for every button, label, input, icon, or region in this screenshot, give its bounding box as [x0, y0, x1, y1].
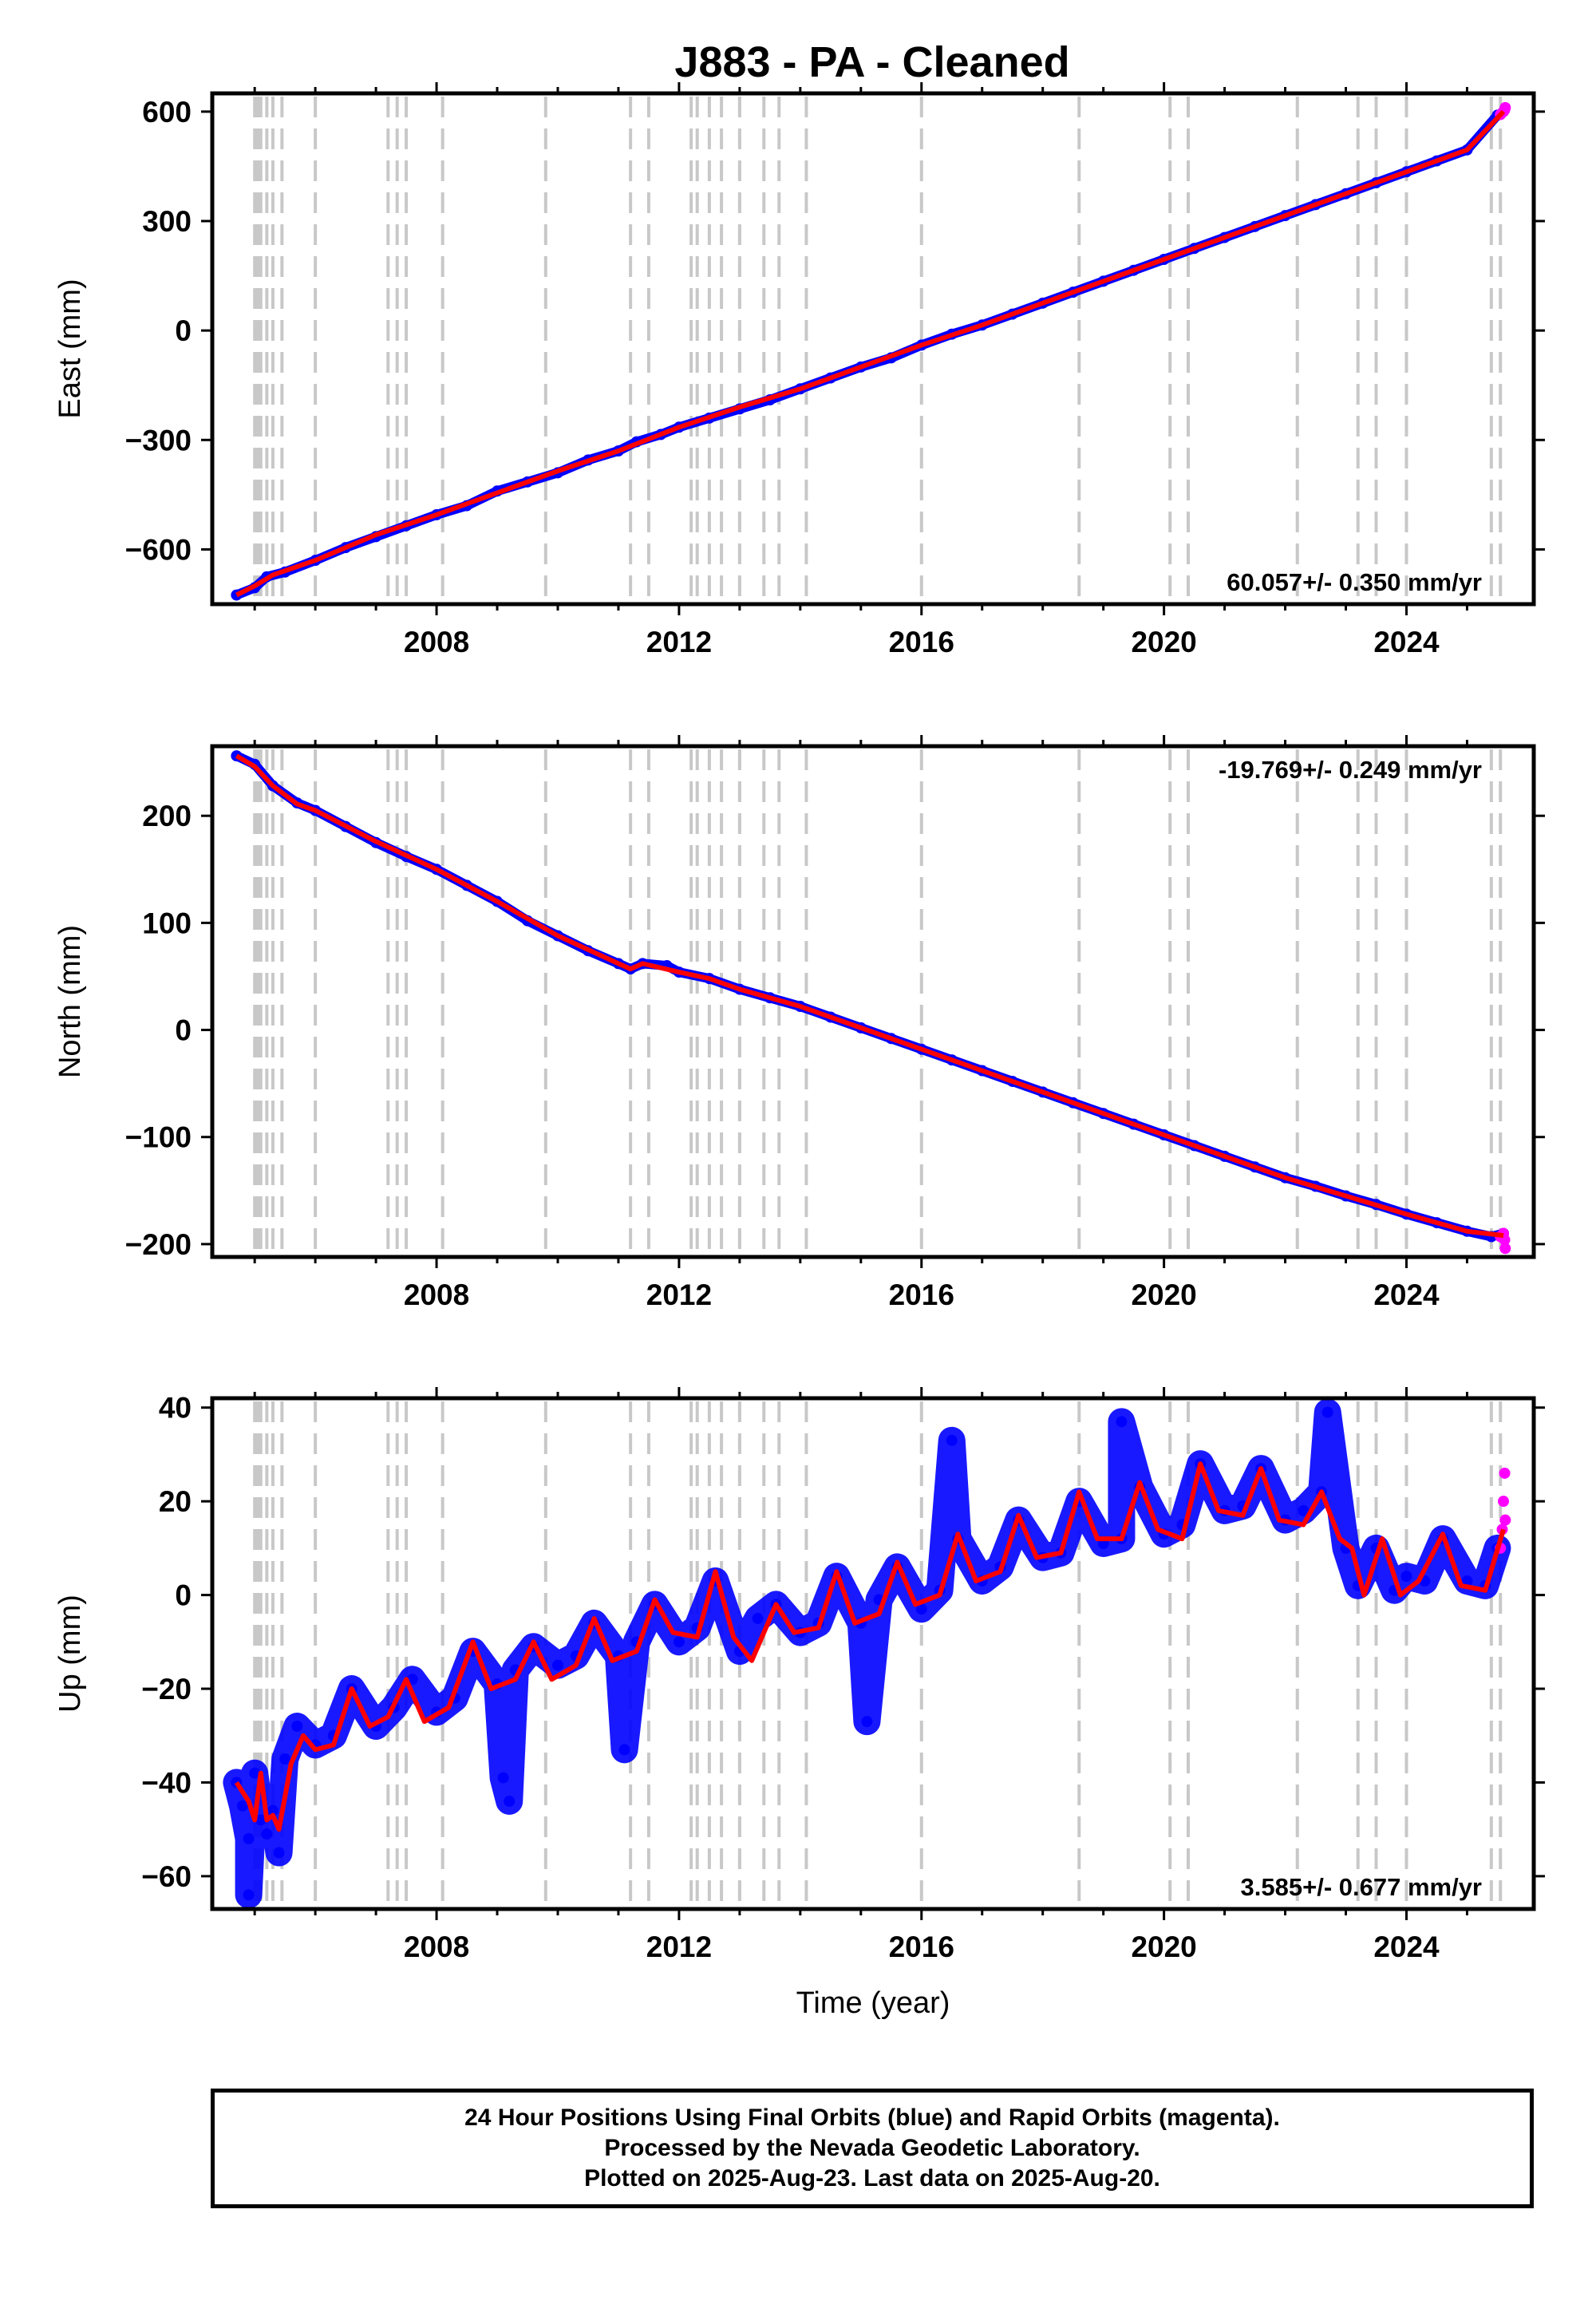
up-final-point-73	[946, 1434, 958, 1446]
up-final-point-78	[618, 1744, 630, 1756]
up-ytick-label-1: 20	[159, 1485, 192, 1518]
north-ytick-label-0: 200	[142, 800, 192, 832]
north-ytick-label-4: −200	[125, 1228, 192, 1261]
north-xtick-label-3: 2020	[1131, 1279, 1196, 1311]
east-xtick-label-1: 2012	[646, 626, 712, 658]
east-xtick-label-2: 2016	[889, 626, 954, 658]
east-final-orbit-trace	[231, 106, 1509, 600]
east-panel: 600 300 0 −300 −600 2008 2012 2016 2020 2024 East …	[53, 82, 1545, 658]
up-final-orbit-band	[223, 1398, 1511, 1909]
east-ytick-label-2: 0	[175, 314, 192, 347]
up-rapid-point-3	[1499, 1467, 1511, 1479]
up-final-point-9	[291, 1721, 303, 1733]
up-final-point-75	[1321, 1406, 1333, 1418]
north-xtick-label-4: 2024	[1373, 1279, 1440, 1311]
figure-title: J883 - PA - Cleaned	[674, 38, 1069, 86]
north-xtick-label-1: 2012	[646, 1279, 712, 1311]
footer-line-dates: Plotted on 2025-Aug-23. Last data on 202…	[584, 2165, 1160, 2192]
east-ytick-label-1: 300	[142, 205, 192, 238]
east-rapid-point-3	[1499, 101, 1511, 113]
north-panel: 200 100 0 −100 −200 2008 2012 2016 2020 2024 North…	[53, 735, 1545, 1311]
up-xtick-label-3: 2020	[1131, 1931, 1196, 1963]
footer-line-processed: Processed by the Nevada Geodetic Laborat…	[604, 2135, 1140, 2161]
north-ytick-label-1: 100	[142, 907, 192, 939]
up-final-point-28	[673, 1636, 685, 1648]
up-final-point-2	[243, 1832, 255, 1844]
up-final-point-7	[273, 1847, 285, 1859]
north-rate-label: -19.769+/- 0.249 mm/yr	[1219, 756, 1482, 784]
north-ylabel: North (mm)	[53, 925, 87, 1078]
up-final-point-72	[497, 1772, 509, 1784]
east-xtick-label-4: 2024	[1373, 626, 1440, 658]
up-xtick-label-1: 2012	[646, 1931, 712, 1963]
up-final-orbit-trace	[223, 1398, 1511, 1909]
east-final-orbit-band	[231, 106, 1509, 600]
up-ylabel: Up (mm)	[53, 1595, 87, 1713]
up-final-point-1	[236, 1800, 248, 1812]
up-rapid-point-2	[1498, 1496, 1510, 1508]
east-plot-frame	[210, 91, 1536, 607]
up-xtick-label-2: 2016	[889, 1931, 954, 1963]
east-final-orbit-series	[231, 105, 1510, 601]
up-final-point-77	[861, 1716, 873, 1728]
north-final-orbit-trace	[231, 751, 1509, 1242]
up-final-point-5	[261, 1828, 273, 1840]
up-ytick-label-3: −20	[141, 1673, 192, 1705]
processing-info-box: 24 Hour Positions Using Final Orbits (bl…	[211, 2089, 1534, 2208]
up-plot-frame	[210, 1396, 1536, 1911]
up-rate-label: 3.585+/- 0.677 mm/yr	[1241, 1873, 1482, 1901]
north-rapid-point-3	[1499, 1243, 1511, 1255]
north-xtick-label-2: 2016	[889, 1279, 954, 1311]
east-ytick-label-4: −600	[125, 533, 192, 566]
east-xtick-label-0: 2008	[404, 626, 469, 658]
north-ytick-label-2: 0	[175, 1014, 192, 1047]
up-final-point-4	[255, 1814, 267, 1826]
north-ytick-label-3: −100	[125, 1121, 192, 1154]
east-model-fit-line	[235, 109, 1506, 598]
footer-line-orbits: 24 Hour Positions Using Final Orbits (bl…	[464, 2105, 1280, 2131]
up-final-point-59	[1298, 1504, 1310, 1516]
north-plot-frame	[210, 744, 1536, 1259]
east-rate-label: 60.057+/- 0.350 mm/yr	[1227, 568, 1482, 596]
up-final-point-40	[915, 1603, 927, 1615]
up-final-point-6	[267, 1804, 279, 1816]
up-ytick-label-0: 40	[159, 1392, 192, 1425]
north-final-orbit-band	[231, 751, 1509, 1242]
up-xtick-label-4: 2024	[1373, 1931, 1440, 1963]
up-final-point-8	[279, 1753, 291, 1765]
north-xtick-label-0: 2008	[404, 1279, 469, 1311]
up-model-fit-line	[234, 1461, 1506, 1832]
up-xtick-label-0: 2008	[404, 1931, 469, 1963]
up-final-point-74	[1116, 1416, 1128, 1428]
up-final-point-22	[551, 1659, 563, 1671]
up-xlabel: Time (year)	[796, 1986, 950, 2020]
east-ytick-label-3: −300	[125, 424, 192, 456]
up-final-point-68	[1461, 1575, 1473, 1587]
east-ylabel: East (mm)	[53, 279, 87, 418]
up-final-point-71	[504, 1795, 516, 1807]
up-final-point-76	[243, 1889, 255, 1901]
east-xtick-label-3: 2020	[1131, 626, 1196, 658]
up-ytick-label-2: 0	[175, 1579, 192, 1612]
up-final-point-32	[752, 1612, 764, 1624]
east-ytick-label-0: 600	[142, 96, 192, 128]
north-final-orbit-series	[231, 750, 1510, 1243]
up-rapid-point-4	[1499, 1514, 1511, 1526]
up-ytick-label-5: −60	[141, 1860, 192, 1893]
up-ytick-label-4: −40	[141, 1766, 192, 1799]
north-model-fit-line	[235, 753, 1504, 1239]
up-final-point-65	[1400, 1571, 1412, 1583]
up-final-point-3	[249, 1767, 261, 1779]
up-panel: 40 20 0 −20 −40 −60 2008 2012 2016 2020 2024 Up (mm…	[53, 1387, 1545, 2020]
